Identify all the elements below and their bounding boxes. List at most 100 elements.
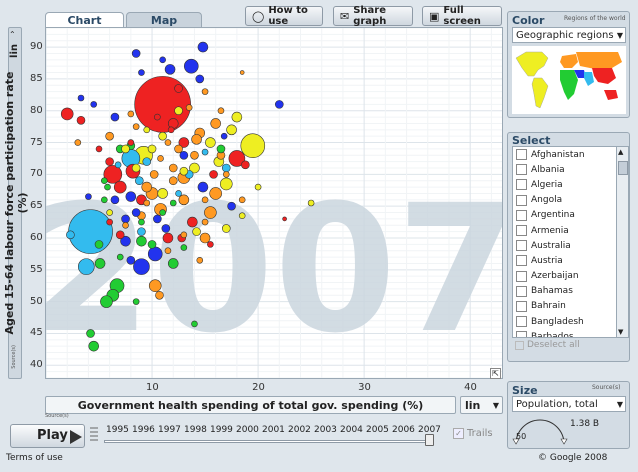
country-bubble[interactable]: [179, 150, 189, 160]
country-checkbox[interactable]: [516, 300, 527, 312]
country-bubble[interactable]: [220, 132, 228, 140]
country-bubble[interactable]: [216, 144, 226, 154]
country-bubble[interactable]: [121, 214, 130, 224]
country-bubble[interactable]: [159, 209, 166, 216]
world-region-map[interactable]: [512, 46, 626, 114]
country-bubble[interactable]: [192, 227, 201, 236]
timeline-year[interactable]: 2002: [288, 425, 311, 435]
country-bubble[interactable]: [164, 64, 176, 75]
country-bubble[interactable]: [122, 221, 129, 229]
country-bubble[interactable]: [105, 131, 114, 141]
size-dropdown[interactable]: Population, total ▼: [512, 396, 626, 412]
country-bubble[interactable]: [185, 104, 193, 111]
country-list-item[interactable]: Barbados: [513, 329, 628, 337]
country-checkbox[interactable]: [516, 331, 527, 337]
country-bubble[interactable]: [135, 176, 144, 186]
country-bubble[interactable]: [127, 110, 135, 118]
country-bubble[interactable]: [239, 70, 245, 75]
country-bubble[interactable]: [148, 279, 162, 293]
country-bubble[interactable]: [191, 320, 198, 328]
country-bubble[interactable]: [209, 170, 218, 179]
deselect-checkbox[interactable]: [515, 340, 524, 350]
country-bubble[interactable]: [104, 183, 111, 191]
timeline-year[interactable]: 2000: [236, 425, 259, 435]
country-bubble[interactable]: [168, 163, 178, 173]
country-bubble[interactable]: [127, 139, 135, 146]
country-bubble[interactable]: [164, 139, 172, 146]
country-bubble[interactable]: [167, 258, 179, 269]
country-bubble[interactable]: [154, 113, 161, 121]
country-bubble[interactable]: [240, 133, 266, 159]
country-bubble[interactable]: [210, 118, 221, 129]
country-bubble[interactable]: [178, 194, 190, 206]
country-bubble[interactable]: [197, 181, 209, 193]
country-bubble[interactable]: [155, 290, 164, 300]
country-checkbox[interactable]: [516, 285, 527, 297]
country-list[interactable]: Afghanistan Albania Algeria Angola Argentina…: [512, 146, 629, 338]
speed-slider[interactable]: [88, 424, 100, 446]
country-bubble[interactable]: [134, 76, 191, 133]
country-bubble[interactable]: [100, 295, 113, 308]
terms-link[interactable]: Terms of use: [6, 453, 63, 463]
country-list-item[interactable]: Albania: [513, 162, 628, 177]
country-bubble[interactable]: [149, 170, 159, 179]
country-bubble[interactable]: [180, 231, 188, 239]
country-bubble[interactable]: [228, 150, 246, 167]
country-list-item[interactable]: Australia: [513, 238, 628, 253]
y-axis-label[interactable]: Aged 15-64 labour force participation ra…: [3, 71, 29, 335]
country-bubble[interactable]: [113, 180, 127, 194]
timeline-year[interactable]: 2003: [314, 425, 337, 435]
country-bubble[interactable]: [114, 161, 122, 169]
country-bubble[interactable]: [131, 49, 141, 58]
country-bubble[interactable]: [222, 171, 230, 178]
x-source-link[interactable]: Source(s): [45, 413, 69, 419]
country-bubble[interactable]: [183, 58, 199, 74]
country-bubble[interactable]: [219, 177, 233, 191]
country-list-scrollbar[interactable]: ▲ ▼: [616, 147, 628, 337]
country-bubble[interactable]: [201, 218, 209, 226]
y-scale-toggle[interactable]: lin: [9, 44, 20, 58]
timeline-track[interactable]: [104, 440, 434, 443]
timeline-year[interactable]: 1998: [184, 425, 207, 435]
timeline-year[interactable]: 2004: [340, 425, 363, 435]
country-bubble[interactable]: [133, 258, 150, 275]
country-list-item[interactable]: Azerbaijan: [513, 269, 628, 284]
timeline-year[interactable]: 1997: [158, 425, 181, 435]
country-bubble[interactable]: [136, 235, 147, 247]
size-source-link[interactable]: Source(s): [592, 384, 621, 391]
trails-toggle[interactable]: ✓ Trails: [453, 428, 493, 439]
scroll-up-icon[interactable]: ▲: [618, 148, 624, 156]
country-bubble[interactable]: [227, 201, 236, 211]
country-bubble[interactable]: [120, 235, 131, 247]
timeline-year[interactable]: 2005: [366, 425, 389, 435]
country-bubble[interactable]: [190, 150, 199, 160]
timeline-year[interactable]: 2001: [262, 425, 285, 435]
country-list-item[interactable]: Algeria: [513, 177, 628, 192]
country-bubble[interactable]: [254, 183, 262, 191]
country-bubble[interactable]: [221, 224, 231, 233]
country-checkbox[interactable]: [516, 194, 527, 206]
country-bubble[interactable]: [238, 196, 246, 204]
country-bubble[interactable]: [187, 216, 198, 228]
country-bubble[interactable]: [180, 244, 188, 251]
country-bubble[interactable]: [231, 111, 243, 123]
country-list-item[interactable]: Angola: [513, 193, 628, 208]
country-bubble[interactable]: [307, 199, 315, 207]
timeline-thumb[interactable]: [425, 434, 434, 446]
scroll-thumb[interactable]: [618, 161, 628, 175]
country-bubble[interactable]: [137, 227, 146, 236]
timeline-year[interactable]: 2006: [392, 425, 415, 435]
country-bubble[interactable]: [175, 190, 182, 197]
country-bubble[interactable]: [174, 144, 183, 154]
country-bubble[interactable]: [143, 199, 151, 207]
country-bubble[interactable]: [226, 124, 237, 136]
country-checkbox[interactable]: [516, 255, 527, 267]
country-bubble[interactable]: [94, 240, 104, 249]
country-bubble[interactable]: [204, 206, 217, 219]
x-axis-label[interactable]: Government health spending of total gov.…: [45, 396, 456, 414]
country-checkbox[interactable]: [516, 240, 527, 252]
country-bubble[interactable]: [174, 106, 183, 116]
scroll-down-icon[interactable]: ▼: [618, 328, 624, 336]
chart-plot[interactable]: 2007: [45, 27, 503, 379]
country-bubble[interactable]: [164, 247, 172, 255]
